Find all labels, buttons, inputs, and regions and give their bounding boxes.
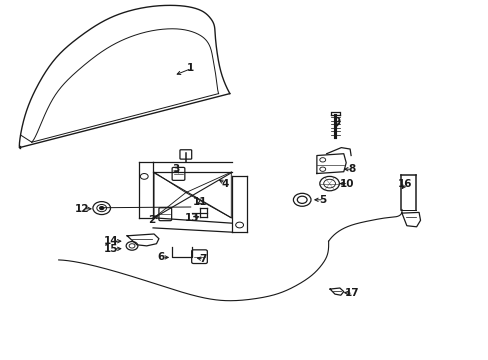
Text: 8: 8 — [348, 164, 355, 174]
Text: 17: 17 — [344, 288, 359, 298]
Text: 1: 1 — [187, 63, 194, 73]
Text: 2: 2 — [148, 215, 155, 225]
Text: 9: 9 — [333, 117, 340, 127]
Text: 5: 5 — [319, 195, 325, 205]
Text: 15: 15 — [104, 244, 119, 254]
Text: 12: 12 — [75, 204, 89, 214]
Text: 7: 7 — [199, 254, 206, 264]
Text: 4: 4 — [221, 179, 228, 189]
Text: 13: 13 — [184, 213, 199, 223]
Text: 3: 3 — [172, 164, 179, 174]
Text: 6: 6 — [158, 252, 164, 262]
Text: 16: 16 — [397, 179, 411, 189]
Text: 10: 10 — [339, 179, 354, 189]
Text: 14: 14 — [104, 236, 119, 246]
Circle shape — [100, 207, 103, 210]
Text: 11: 11 — [193, 197, 207, 207]
